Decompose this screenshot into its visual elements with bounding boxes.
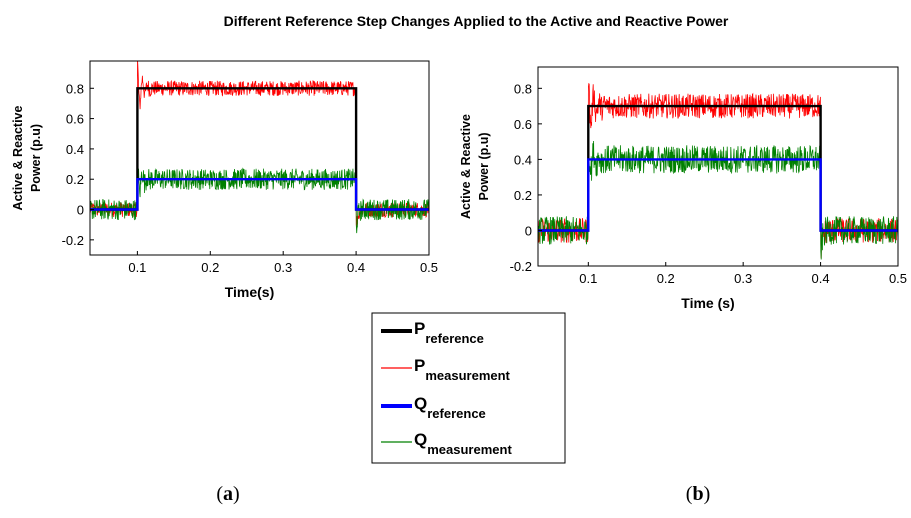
panel-a-y-axis-label-line1: Active & Reactive bbox=[11, 105, 25, 210]
panel-b-plot-area bbox=[538, 82, 898, 260]
panel-a-series-q-measurement bbox=[90, 161, 429, 234]
legend-box bbox=[371, 312, 566, 464]
panel-a-series-p-reference bbox=[90, 87, 429, 211]
panel-b-axes-frame bbox=[537, 66, 899, 267]
panel-a-series-q-reference bbox=[90, 178, 429, 211]
panel-b-ytick-label: 0 bbox=[525, 223, 532, 238]
legend-label-q-measurement: Qmeasurement bbox=[414, 430, 512, 457]
panel-b-series-q-measurement bbox=[538, 140, 898, 260]
panel-b-y-axis-label-line1: Active & Reactive bbox=[459, 114, 473, 219]
panel-b-ytick-label: 0.2 bbox=[514, 188, 532, 203]
panel-a-ytick-label: 0.2 bbox=[66, 172, 84, 187]
panel-b-ytick-label: -0.2 bbox=[510, 259, 532, 274]
panel-b-xtick-label: 0.3 bbox=[734, 271, 752, 286]
figure-title: Different Reference Step Changes Applied… bbox=[224, 13, 729, 29]
caption-b: (b) bbox=[686, 483, 710, 505]
panel-a-xtick-label: 0.3 bbox=[274, 260, 292, 275]
panel-a-xtick-label: 0.2 bbox=[201, 260, 219, 275]
panel-b-ytick-label: 0.6 bbox=[514, 117, 532, 132]
caption-a: (a) bbox=[216, 483, 239, 505]
panel-a-xtick-label: 0.5 bbox=[420, 260, 438, 275]
panel-b-series-q-reference bbox=[538, 158, 898, 232]
panel-a-x-axis-label: Time(s) bbox=[225, 284, 275, 300]
legend-label-q-reference: Qreference bbox=[414, 394, 486, 421]
panel-a-xtick-label: 0.1 bbox=[128, 260, 146, 275]
panel-b-y-axis-label-line2: Power (p.u) bbox=[477, 132, 491, 200]
legend: Preference Pmeasurement Qreference Qmeas… bbox=[371, 312, 566, 464]
panel-a-ytick-label: -0.2 bbox=[62, 233, 84, 248]
panel-a-xtick-label: 0.4 bbox=[347, 260, 365, 275]
panel-a-ytick-label: 0.8 bbox=[66, 81, 84, 96]
legend-label-p-measurement: Pmeasurement bbox=[414, 356, 511, 383]
panel-a-plot-area bbox=[90, 61, 429, 234]
panel-b-x-axis-label: Time (s) bbox=[681, 295, 734, 311]
panel-a-axes-frame bbox=[89, 60, 430, 256]
panel-a: 0.1 0.2 0.3 0.4 0.5 -0.2 0 0.2 0.4 0.6 0.8 Time(s) A… bbox=[11, 60, 438, 300]
panel-b: 0.1 0.2 0.3 0.4 0.5 -0.2 0 0.2 0.4 0.6 0.8 Time (s)… bbox=[459, 66, 907, 311]
panel-a-ytick-label: 0.4 bbox=[66, 142, 84, 157]
legend-label-p-reference: Preference bbox=[414, 319, 484, 346]
panel-b-ytick-label: 0.8 bbox=[514, 81, 532, 96]
panel-b-xtick-label: 0.1 bbox=[579, 271, 597, 286]
panel-b-ytick-label: 0.4 bbox=[514, 152, 532, 167]
panel-a-ytick-label: 0 bbox=[77, 203, 84, 218]
panel-b-xtick-label: 0.5 bbox=[889, 271, 907, 286]
panel-b-xtick-label: 0.4 bbox=[812, 271, 830, 286]
panel-b-xtick-label: 0.2 bbox=[657, 271, 675, 286]
panel-a-y-axis-label-line2: Power (p.u) bbox=[29, 124, 43, 192]
panel-a-ytick-label: 0.6 bbox=[66, 112, 84, 127]
